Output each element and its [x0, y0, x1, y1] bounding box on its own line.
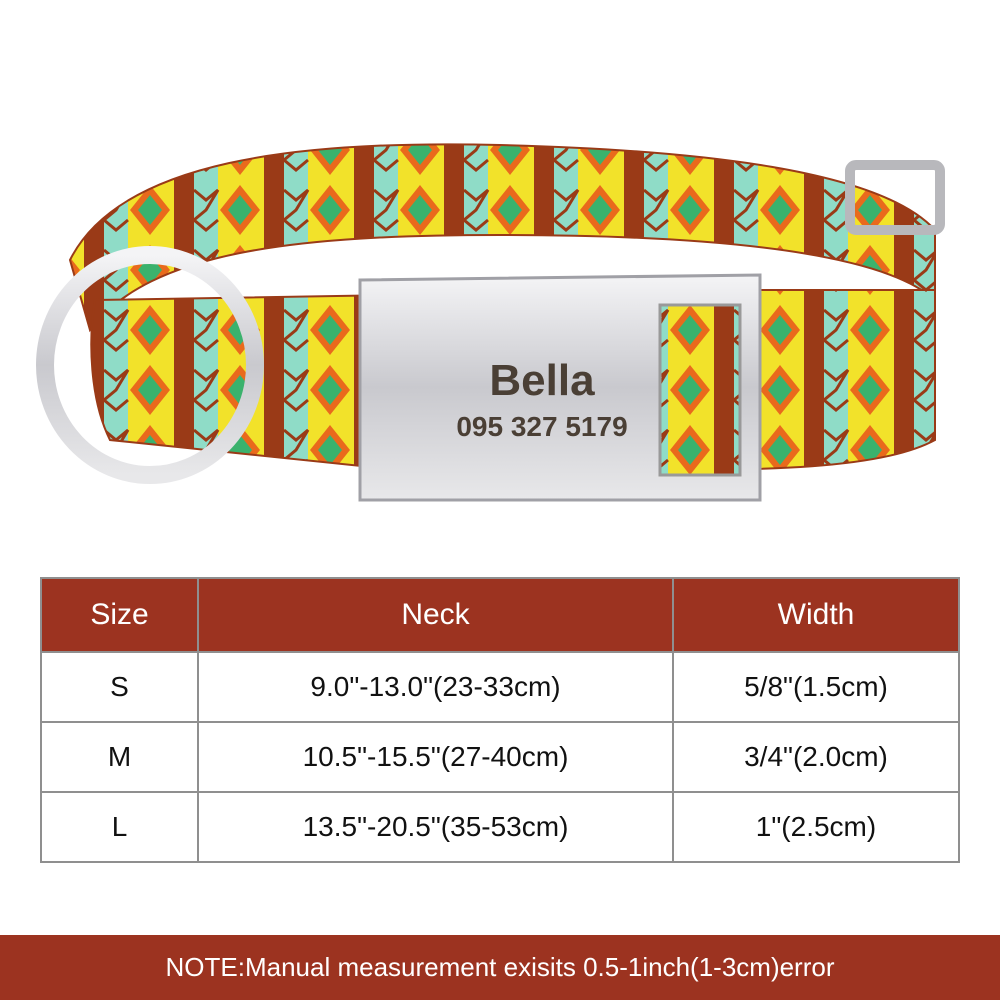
cell-width: 5/8"(1.5cm)	[672, 651, 960, 723]
cell-size: L	[40, 791, 199, 863]
header-neck: Neck	[197, 577, 674, 653]
cell-width: 1"(2.5cm)	[672, 791, 960, 863]
cell-width: 3/4"(2.0cm)	[672, 721, 960, 793]
d-ring	[36, 246, 264, 484]
cell-neck: 9.0"-13.0"(23-33cm)	[197, 651, 674, 723]
table-header-row: Size Neck Width	[40, 577, 960, 653]
table-row: M 10.5"-15.5"(27-40cm) 3/4"(2.0cm)	[40, 721, 960, 793]
table-row: L 13.5"-20.5"(35-53cm) 1"(2.5cm)	[40, 791, 960, 863]
size-chart-table: Size Neck Width S 9.0"-13.0"(23-33cm) 5/…	[40, 577, 960, 863]
cell-size: S	[40, 651, 199, 723]
dog-collar-image: Bella 095 327 5179	[36, 143, 945, 502]
tag-name: Bella	[489, 356, 595, 405]
cell-neck: 13.5"-20.5"(35-53cm)	[197, 791, 674, 863]
measurement-note: NOTE:Manual measurement exisits 0.5-1inc…	[0, 935, 1000, 1000]
header-width: Width	[672, 577, 960, 653]
slide-adjuster	[845, 160, 945, 235]
buckle-slot	[658, 303, 742, 477]
cell-neck: 10.5"-15.5"(27-40cm)	[197, 721, 674, 793]
collar-back-band	[68, 143, 936, 333]
header-size: Size	[40, 577, 199, 653]
cell-size: M	[40, 721, 199, 793]
tag-phone: 095 327 5179	[456, 411, 627, 442]
table-row: S 9.0"-13.0"(23-33cm) 5/8"(1.5cm)	[40, 651, 960, 723]
